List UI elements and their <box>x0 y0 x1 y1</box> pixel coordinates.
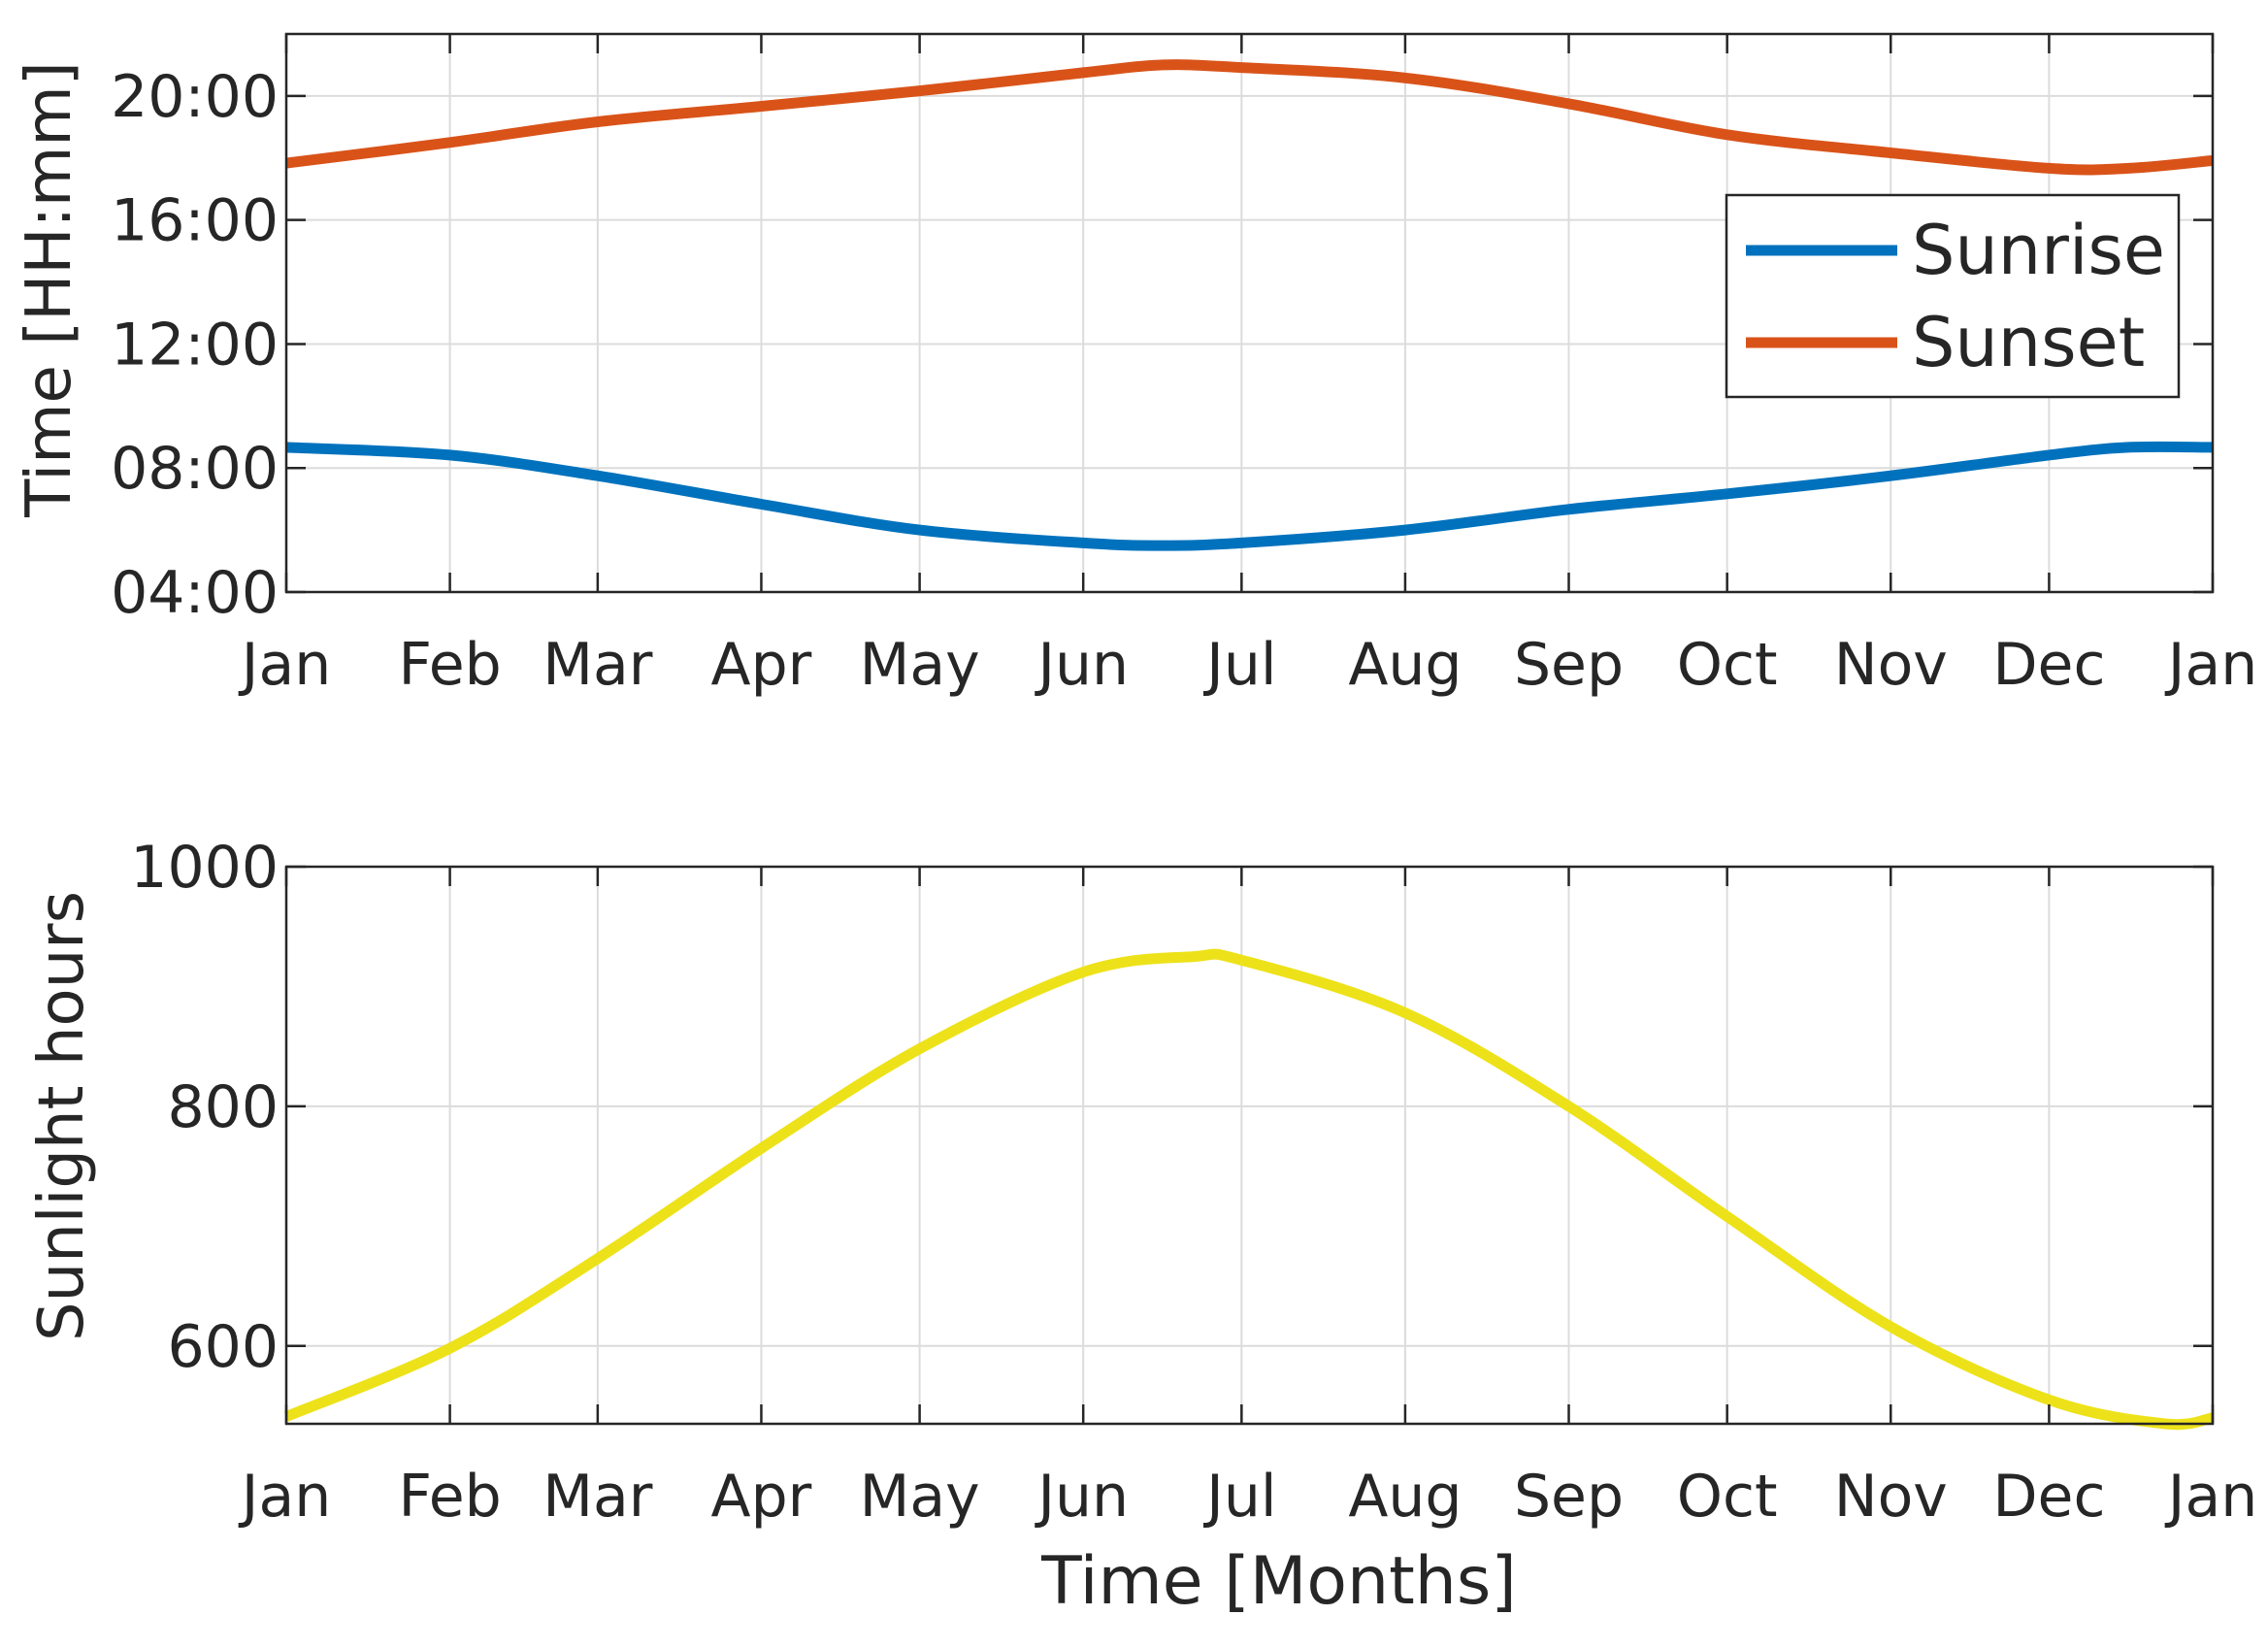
x-tick-label: Aug <box>1348 631 1462 699</box>
y-tick-labels: 04:00 08:00 12:00 16:00 20:00 <box>111 63 279 627</box>
x-tick-label: Nov <box>1834 631 1948 699</box>
legend: Sunrise Sunset <box>1725 193 2181 399</box>
x-tick-label: Jun <box>1034 1463 1129 1531</box>
y-axis-label: Time [HH:mm] <box>14 61 85 517</box>
x-tick-label: Jan <box>238 631 332 699</box>
x-tick-label: Jun <box>1034 631 1129 699</box>
sunrise-sunset-panel: Jan Feb Mar Apr May Jun Jul Aug Sep Oct Nov Dec Jan … <box>14 32 2258 699</box>
legend-sunrise-label: Sunrise <box>1912 211 2165 290</box>
sunlight-hours-line <box>283 948 2215 1431</box>
legend-box <box>1725 193 2181 399</box>
axes-box <box>284 32 2215 594</box>
series-lines <box>283 948 2215 1431</box>
x-tick-label: Oct <box>1677 631 1778 699</box>
x-tick-labels: Jan Feb Mar Apr May Jun Jul Aug Sep Oct Nov Dec Jan <box>238 1463 2258 1531</box>
x-tick-label: May <box>860 631 980 699</box>
x-tick-label: Jan <box>238 1463 332 1531</box>
x-tick-label: Apr <box>711 631 812 699</box>
y-tick-label: 12:00 <box>111 311 279 379</box>
legend-sunset-label: Sunset <box>1912 303 2145 382</box>
sunlight-hours-panel: Jan Feb Mar Apr May Jun Jul Aug Sep Oct Nov Dec Jan … <box>26 834 2257 1620</box>
y-tick-label: 1000 <box>130 834 279 902</box>
y-tick-labels: 600 800 1000 <box>130 834 279 1381</box>
x-tick-label: May <box>860 1463 980 1531</box>
sunset-line <box>285 59 2214 176</box>
sunrise-line <box>285 441 2214 551</box>
x-tick-label: Sep <box>1514 1463 1624 1531</box>
x-tick-label: Feb <box>398 1463 501 1531</box>
x-tick-label: Sep <box>1514 631 1624 699</box>
series-lines <box>285 59 2214 551</box>
y-tick-label: 04:00 <box>111 559 279 627</box>
x-tick-label: Jan <box>2164 1463 2258 1531</box>
x-tick-label: Dec <box>1992 631 2105 699</box>
y-tick-label: 800 <box>167 1073 279 1141</box>
x-tick-label: Jul <box>1202 631 1276 699</box>
tick-marks <box>284 865 2215 1424</box>
x-tick-label: Aug <box>1348 1463 1462 1531</box>
x-tick-label: Oct <box>1677 1463 1778 1531</box>
y-tick-label: 600 <box>167 1313 279 1381</box>
x-tick-label: Jan <box>2164 631 2258 699</box>
x-tick-label: Mar <box>542 631 653 699</box>
y-axis-label: Sunlight hours <box>26 891 98 1341</box>
tick-marks <box>284 34 2215 594</box>
y-tick-label: 16:00 <box>111 187 279 255</box>
x-tick-label: Feb <box>398 631 501 699</box>
x-tick-label: Mar <box>542 1463 653 1531</box>
y-tick-label: 20:00 <box>111 63 279 131</box>
x-axis-label: Time [Months] <box>1040 1543 1517 1620</box>
axes-box <box>284 865 2215 1426</box>
x-tick-label: Apr <box>711 1463 812 1531</box>
x-tick-labels: Jan Feb Mar Apr May Jun Jul Aug Sep Oct Nov Dec Jan <box>238 631 2258 699</box>
x-tick-label: Jul <box>1202 1463 1276 1531</box>
y-tick-label: 08:00 <box>111 435 279 503</box>
x-tick-label: Dec <box>1992 1463 2105 1531</box>
x-tick-label: Nov <box>1834 1463 1948 1531</box>
